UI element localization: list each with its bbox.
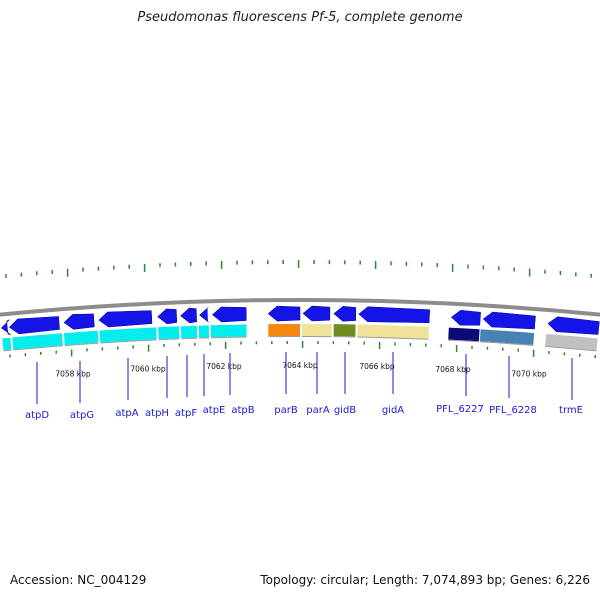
feature-band-edge [13, 345, 63, 351]
kbp-label: 7058 kbp [55, 369, 91, 378]
feature-band-edge [158, 338, 180, 341]
inner-tick-track [9, 341, 596, 359]
gene-label-atpg: atpG [70, 410, 94, 421]
feature-band-edge [100, 339, 157, 344]
gene-label-atpb: atpB [231, 405, 254, 416]
outer-tick-track [5, 260, 592, 279]
accession-text: Accession: NC_004129 [10, 573, 147, 587]
genome-summary: Topology: circular; Length: 7,074,893 bp… [260, 573, 590, 587]
kbp-label: 7066 kbp [359, 362, 395, 371]
feature-band [448, 327, 480, 342]
gene-arrow [358, 306, 430, 323]
gene-arrow [482, 311, 536, 330]
kbp-label: 7064 kbp [282, 361, 318, 370]
gene-label-parb: parB [274, 405, 298, 416]
feature-band [301, 324, 332, 337]
feature-band-edge [268, 336, 300, 338]
gene-label-gidb: gidB [334, 405, 356, 416]
feature-band [12, 333, 63, 350]
gene-arrow [0, 319, 12, 335]
gene-arrow [199, 307, 209, 323]
feature-band [99, 327, 157, 343]
kbp-label: 7068 kbp [435, 365, 471, 374]
feature-band [357, 324, 429, 339]
feature-band-edge [545, 345, 597, 352]
gene-arrow [98, 310, 153, 328]
feature-band-edge [479, 341, 534, 346]
gene-arrow [547, 316, 600, 335]
map-title: Pseudomonas fluorescens Pf-5, complete g… [137, 10, 463, 25]
gene-arrow [267, 305, 301, 322]
feature-band [2, 337, 12, 351]
feature-color-track [2, 324, 598, 352]
feature-band-edge [357, 336, 429, 340]
feature-band-edge [301, 336, 332, 338]
feature-band [180, 325, 198, 339]
kbp-scale: 7058 kbp 7060 kbp 7062 kbp 7064 kbp 7066 kbp… [55, 361, 547, 378]
gene-label-pfl_6227: PFL_6227 [436, 404, 484, 415]
gene-arrow [450, 309, 481, 326]
feature-band [198, 325, 210, 338]
gene-arrow [63, 313, 95, 330]
feature-band [158, 326, 180, 340]
feature-band-edge [3, 349, 12, 352]
gene-label-gida: gidA [382, 405, 404, 416]
kbp-label: 7070 kbp [511, 369, 547, 378]
gene-label-atpd: atpD [25, 410, 49, 421]
gene-arrow [302, 305, 331, 322]
feature-band-edge [181, 337, 198, 340]
gene-label-atpa: atpA [115, 408, 138, 419]
kbp-label: 7060 kbp [130, 365, 166, 374]
feature-band-edge [211, 336, 247, 339]
feature-band-edge [448, 339, 479, 343]
backbone-arc [0, 297, 600, 317]
kbp-label: 7062 kbp [206, 362, 242, 371]
gene-label-para: parA [306, 405, 330, 416]
gene-arrow [157, 308, 178, 325]
feature-band [210, 324, 247, 338]
feature-band [268, 324, 300, 337]
gene-arrow [180, 307, 197, 324]
feature-band [63, 330, 99, 346]
genome-backbone [0, 297, 600, 317]
forward-strand-track [0, 305, 600, 335]
gene-arrow [211, 306, 247, 323]
feature-band-edge [64, 342, 99, 347]
feature-band [333, 324, 356, 337]
gene-label-pfl_6228: PFL_6228 [489, 405, 537, 416]
feature-band [479, 329, 535, 345]
feature-band [545, 333, 598, 351]
gene-label-atph: atpH [145, 408, 169, 419]
feature-band-edge [199, 337, 210, 339]
feature-band-edge [333, 336, 356, 338]
gene-label-atpe: atpE [203, 405, 226, 416]
gene-label-trme: trmE [559, 405, 583, 416]
gene-label-atpf: atpF [175, 408, 197, 419]
gene-arrow [333, 306, 357, 322]
gene-arrow [8, 316, 60, 335]
gene-labels: atpD atpG atpA atpH atpF atpE atpB parB parA gidB… [25, 352, 583, 421]
